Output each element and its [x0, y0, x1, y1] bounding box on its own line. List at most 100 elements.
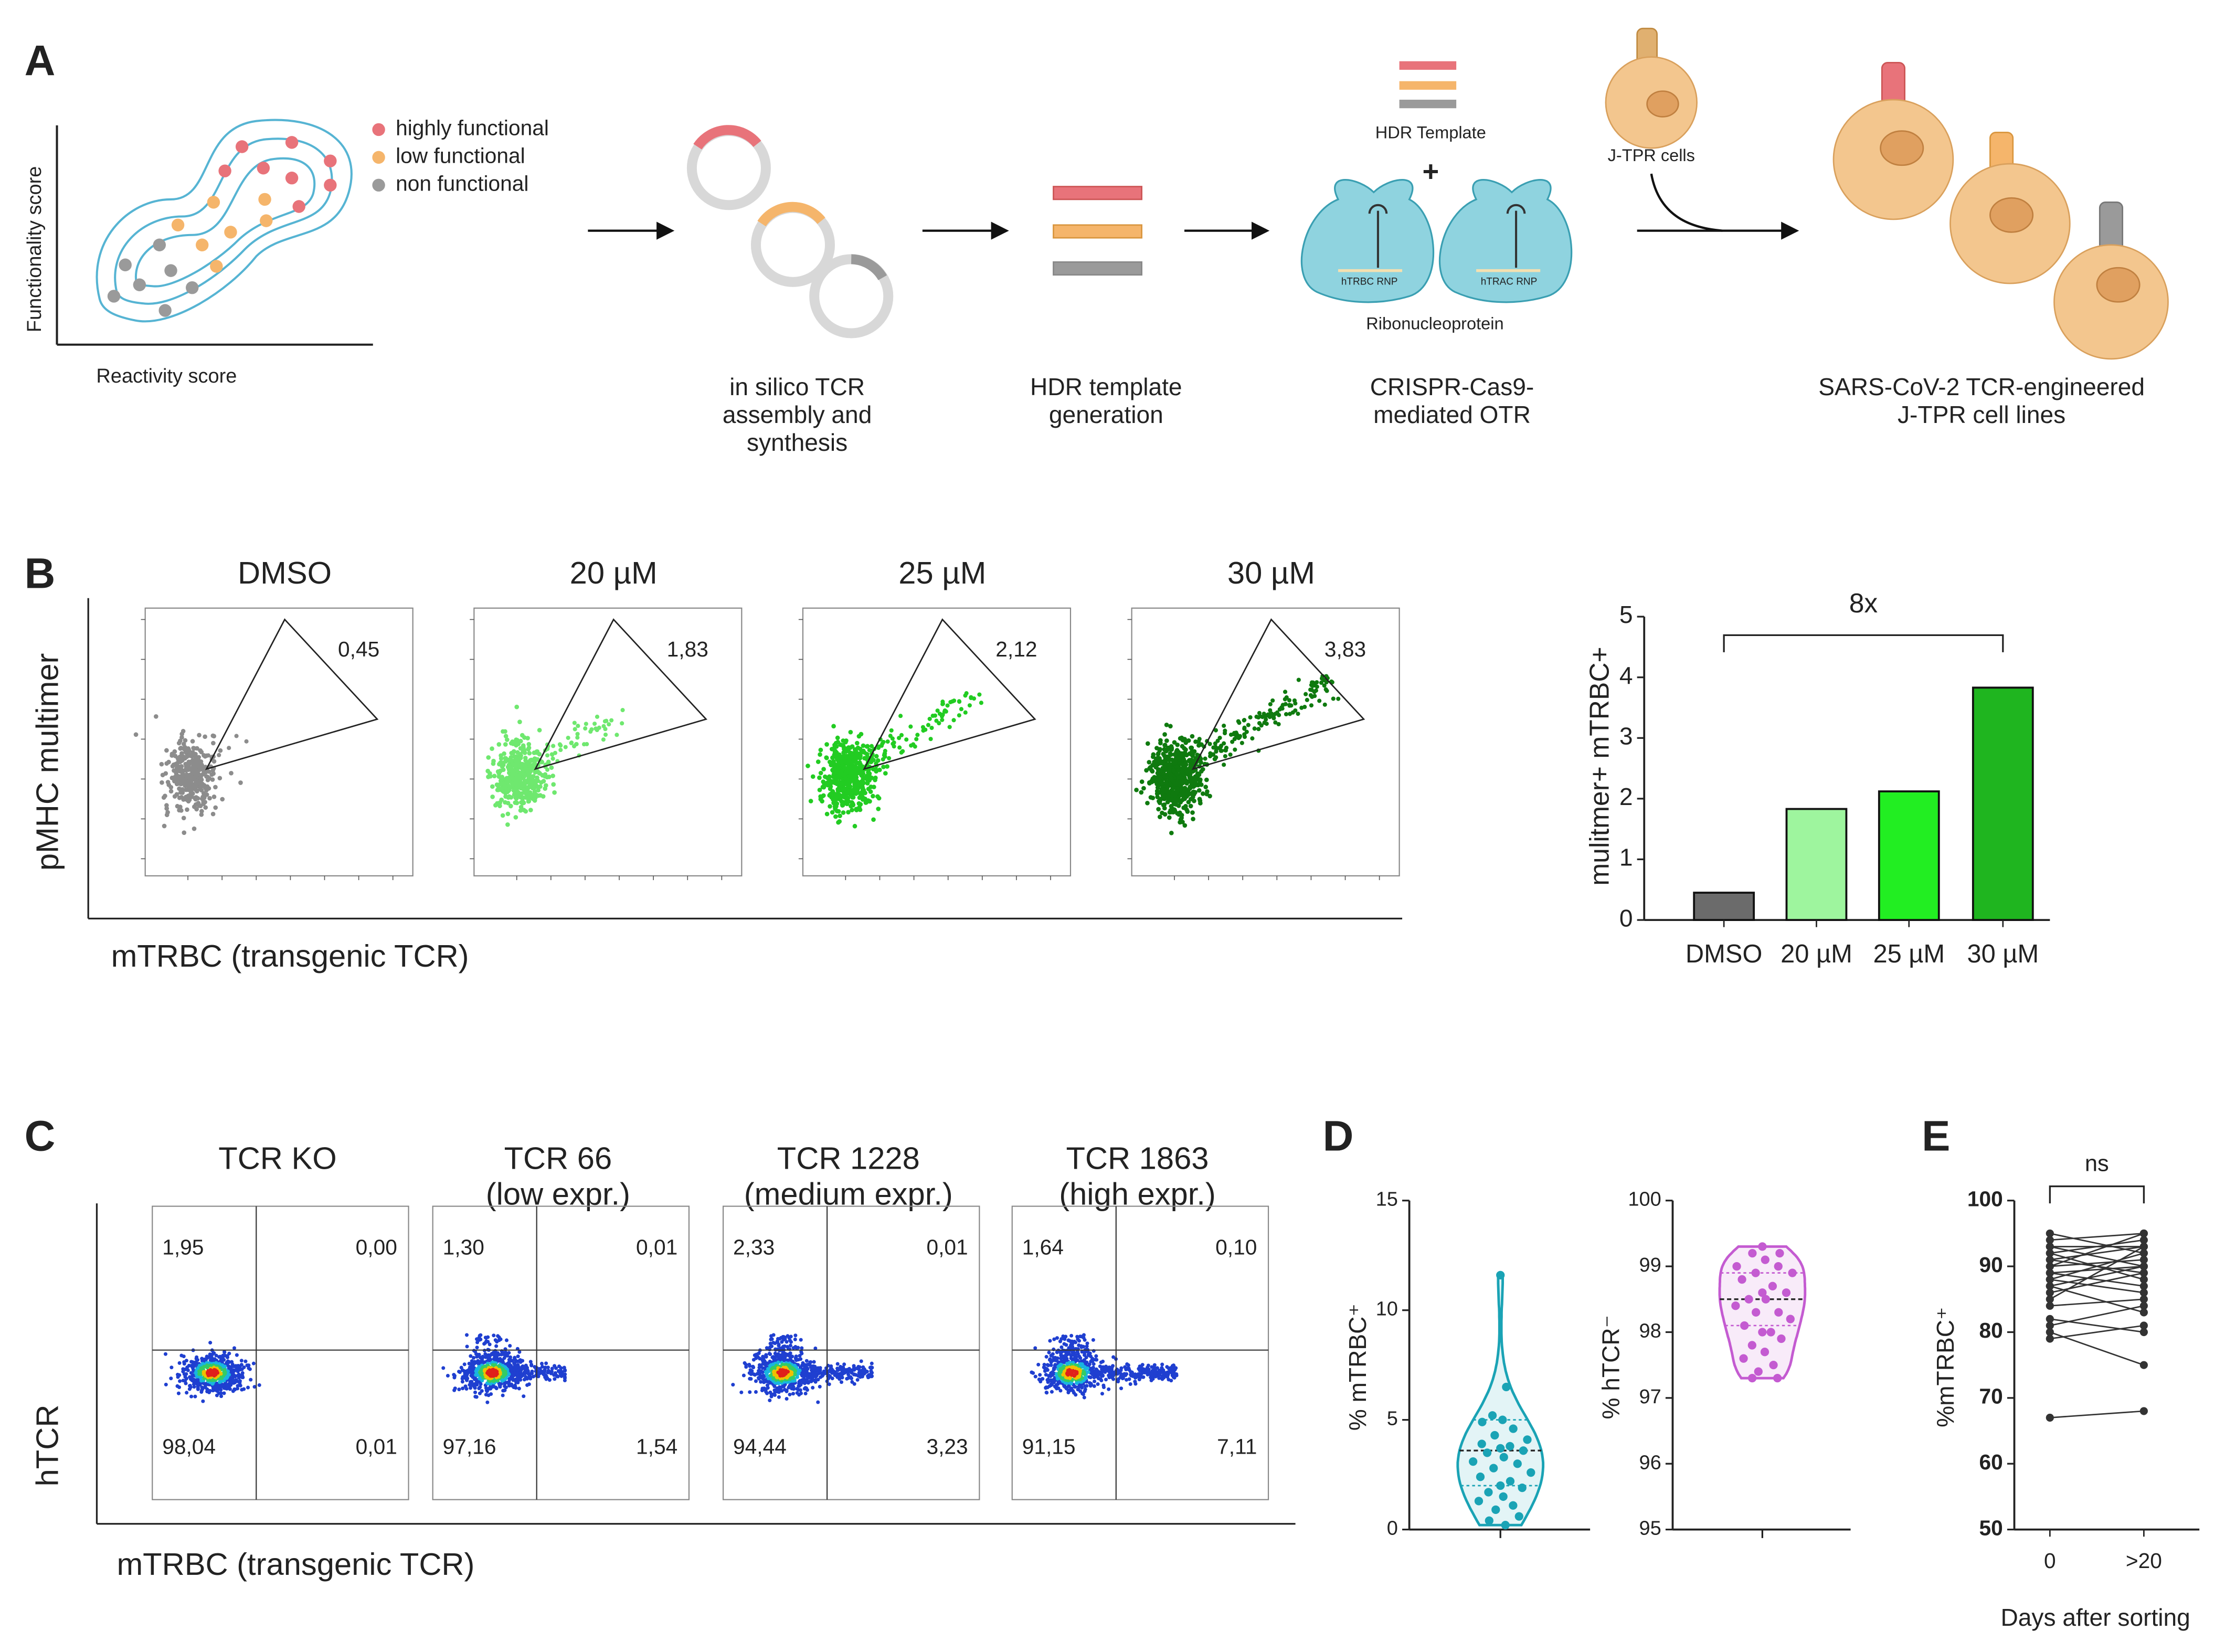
event: [505, 822, 510, 827]
event: [799, 1338, 803, 1342]
event: [503, 734, 508, 739]
event: [1268, 708, 1273, 713]
event: [1138, 1368, 1142, 1372]
event: [181, 816, 186, 821]
event: [232, 1346, 237, 1350]
event: [1079, 1335, 1084, 1339]
event: [185, 1391, 189, 1395]
event: [1323, 687, 1328, 692]
event: [1275, 710, 1279, 715]
contour: [114, 137, 333, 305]
event: [522, 778, 527, 783]
event: [887, 756, 892, 760]
event: [1140, 1363, 1145, 1367]
event: [1164, 784, 1170, 789]
arrowhead: [1781, 221, 1799, 240]
event: [161, 795, 166, 800]
flow-frame: [1131, 607, 1400, 877]
event: [788, 1343, 792, 1348]
event: [1283, 690, 1288, 694]
event: [1169, 830, 1174, 835]
event: [780, 1340, 784, 1344]
event: [1174, 789, 1180, 795]
event: [871, 793, 875, 799]
event: [502, 785, 507, 790]
event: [1161, 751, 1166, 757]
event: [876, 745, 881, 750]
event: [1059, 1337, 1064, 1341]
event: [164, 1382, 168, 1386]
event: [818, 770, 823, 776]
event: [751, 1365, 756, 1370]
event: [869, 744, 874, 748]
event: [166, 782, 172, 787]
event: [1183, 760, 1189, 765]
event: [866, 1375, 871, 1380]
event: [744, 1365, 748, 1369]
event: [198, 787, 203, 791]
nucleus: [1880, 130, 1924, 166]
event: [897, 745, 902, 750]
y-axis-label: hTCR: [30, 1405, 65, 1487]
event: [1195, 753, 1200, 757]
event: [1070, 1344, 1075, 1349]
event: [595, 728, 599, 733]
event: [930, 713, 935, 718]
event: [493, 803, 498, 808]
event: [620, 721, 624, 726]
event: [1260, 715, 1265, 719]
event: [1047, 1350, 1051, 1354]
event: [490, 746, 494, 751]
event: [474, 1337, 479, 1341]
event: [799, 1391, 803, 1395]
event: [1160, 780, 1165, 786]
event: [1164, 738, 1169, 743]
event: [1331, 696, 1336, 701]
event: [501, 767, 506, 772]
flow-cloud: [441, 1333, 567, 1404]
arrowhead: [1252, 221, 1270, 240]
event: [781, 1344, 786, 1349]
event: [174, 763, 179, 768]
event: [546, 759, 551, 765]
event: [1317, 698, 1322, 703]
quadrant-value: 1,54: [636, 1435, 677, 1459]
event: [836, 809, 841, 814]
event: [569, 740, 574, 745]
event: [1199, 760, 1203, 765]
event: [213, 785, 218, 790]
event: [497, 803, 502, 809]
event: [503, 729, 507, 734]
event: [1183, 778, 1188, 782]
event: [841, 764, 846, 769]
event: [865, 744, 870, 749]
event: [475, 1346, 479, 1350]
event: [482, 1342, 486, 1346]
event: [200, 772, 205, 777]
event: [1158, 1371, 1162, 1375]
nucleus: [1646, 90, 1679, 118]
event: [1107, 1375, 1111, 1380]
event: [506, 763, 512, 768]
event: [812, 1360, 816, 1364]
event: [1192, 792, 1196, 797]
event: [854, 765, 859, 770]
event: [754, 1379, 758, 1383]
event: [1178, 736, 1183, 741]
rnp-label: hTRAC RNP: [1481, 276, 1538, 287]
event: [210, 811, 216, 817]
event: [1126, 1367, 1130, 1371]
event: [576, 724, 580, 728]
gate: [205, 618, 379, 770]
event: [1192, 798, 1196, 803]
event: [490, 795, 495, 799]
event: [1160, 1362, 1164, 1367]
gate-value: 1,83: [667, 637, 708, 661]
event: [824, 755, 829, 760]
event: [846, 810, 851, 815]
event: [514, 782, 519, 787]
event: [1156, 807, 1161, 812]
event: [883, 771, 888, 776]
event: [1322, 702, 1327, 707]
event: [937, 712, 942, 716]
